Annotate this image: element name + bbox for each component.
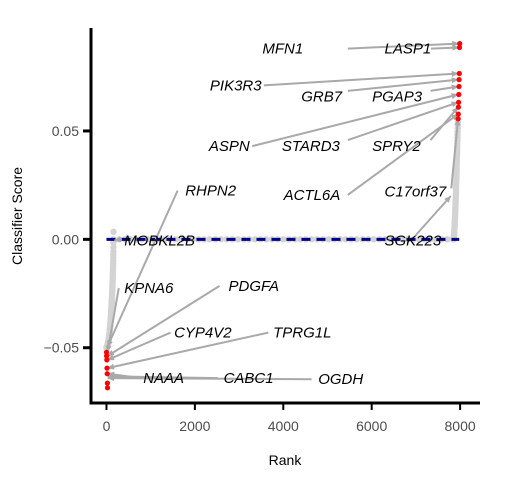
background-point: [415, 236, 423, 243]
x-tick-label: 2000: [179, 418, 210, 434]
gene-label: SPRY2: [372, 138, 421, 155]
background-point: [217, 236, 225, 243]
highlighted-point: [456, 70, 462, 77]
background-point: [161, 236, 168, 243]
annotation-arrow: [107, 331, 171, 361]
gene-label: STARD3: [282, 138, 341, 155]
y-axis-title: Classifier Score: [9, 167, 25, 265]
gene-label: OGDH: [318, 371, 363, 388]
highlighted-point: [457, 41, 463, 47]
background-point: [110, 244, 117, 251]
background-point: [432, 236, 440, 243]
background-point: [280, 236, 287, 243]
gene-label: KPNA6: [124, 280, 174, 297]
background-point: [234, 236, 242, 243]
x-tick-label: 4000: [268, 418, 299, 434]
gene-label: MFN1: [262, 41, 303, 58]
y-tick-label: 0.05: [52, 123, 79, 139]
y-tick-label: −0.05: [44, 340, 80, 356]
background-point: [178, 236, 185, 243]
annotation-arrow: [347, 113, 459, 196]
annotation-arrow: [347, 40, 460, 50]
highlighted-point: [456, 77, 462, 83]
background-point: [172, 236, 179, 243]
highlighted-point: [104, 385, 111, 391]
gene-label: LASP1: [385, 41, 432, 58]
gene-label: CABC1: [224, 370, 274, 387]
background-point: [398, 236, 406, 243]
annotation-arrow: [263, 70, 459, 87]
highlighted-point: [455, 104, 461, 110]
annotation-arrow: [107, 331, 269, 370]
gene-label: MOBKL2B: [124, 232, 195, 249]
annotation-arrow: [106, 190, 179, 348]
background-point: [110, 228, 117, 235]
highlighted-point: [104, 371, 110, 377]
background-point: [297, 236, 304, 243]
background-point: [127, 236, 134, 243]
background-point: [353, 236, 360, 243]
background-point: [189, 236, 196, 243]
annotation-arrow: [347, 101, 459, 142]
annotation-arrow: [113, 236, 123, 243]
ticks-layer: 0 2000 4000 6000 8000 0.05 0.00 −0.05: [44, 123, 476, 434]
gene-label: PIK3R3: [210, 77, 262, 94]
annotation-arrow: [107, 375, 312, 382]
gene-labels-layer: MFN1 LASP1 PIK3R3 GRB7 PGAP3 ASPN STARD3 SPRY2 A…: [124, 41, 447, 389]
background-point: [342, 236, 349, 243]
highlighted-point: [455, 116, 461, 122]
annotation-arrow: [106, 285, 221, 357]
highlighted-point: [455, 111, 461, 117]
gene-label: NAAA: [143, 370, 184, 387]
annotation-arrow: [450, 118, 461, 189]
highlighted-point: [104, 357, 110, 363]
highlighted-point: [104, 365, 110, 371]
x-tick-label: 0: [103, 418, 111, 434]
annotation-arrow: [430, 84, 459, 92]
highlighted-point: [103, 349, 110, 355]
background-point: [144, 236, 151, 243]
gene-label: TPRG1L: [273, 325, 331, 342]
annotation-arrow: [347, 77, 459, 92]
highlighted-point: [456, 99, 462, 105]
background-point: [370, 236, 377, 243]
gene-label: PGAP3: [372, 88, 423, 105]
background-point: [133, 236, 140, 243]
x-tick-label: 8000: [445, 418, 476, 434]
annotation-arrow: [252, 93, 459, 148]
x-tick-label: 6000: [356, 418, 387, 434]
annotation-arrow: [415, 195, 452, 236]
highlighted-point: [456, 83, 462, 90]
gene-label: C17orf37: [385, 184, 447, 201]
y-tick-label: 0.00: [52, 231, 79, 247]
axes-layer: [89, 28, 480, 405]
gene-label: GRB7: [301, 88, 343, 105]
background-point: [263, 236, 270, 243]
annotation-arrow: [105, 287, 120, 353]
highlighted-point: [456, 44, 463, 51]
background-point: [308, 236, 315, 243]
gene-label: CYP4V2: [174, 325, 232, 342]
gene-label: PDGFA: [229, 278, 280, 295]
highlighted-point: [104, 380, 110, 386]
highlighted-point: [456, 91, 462, 98]
annotation-arrows-layer: [105, 40, 461, 382]
gene-label: ACTL6A: [283, 187, 341, 204]
gene-label: ASPN: [208, 138, 250, 155]
highlighted-point: [104, 353, 110, 359]
background-point: [251, 236, 259, 243]
background-point: [387, 236, 394, 243]
highlighted-points-layer: [103, 41, 463, 391]
annotation-arrow: [430, 44, 460, 51]
x-axis-title: Rank: [269, 452, 303, 468]
background-point: [325, 236, 332, 243]
gene-label: RHPN2: [185, 183, 237, 200]
background-point: [444, 236, 451, 243]
background-point: [206, 236, 213, 243]
gene-label: SGK223: [385, 232, 442, 249]
